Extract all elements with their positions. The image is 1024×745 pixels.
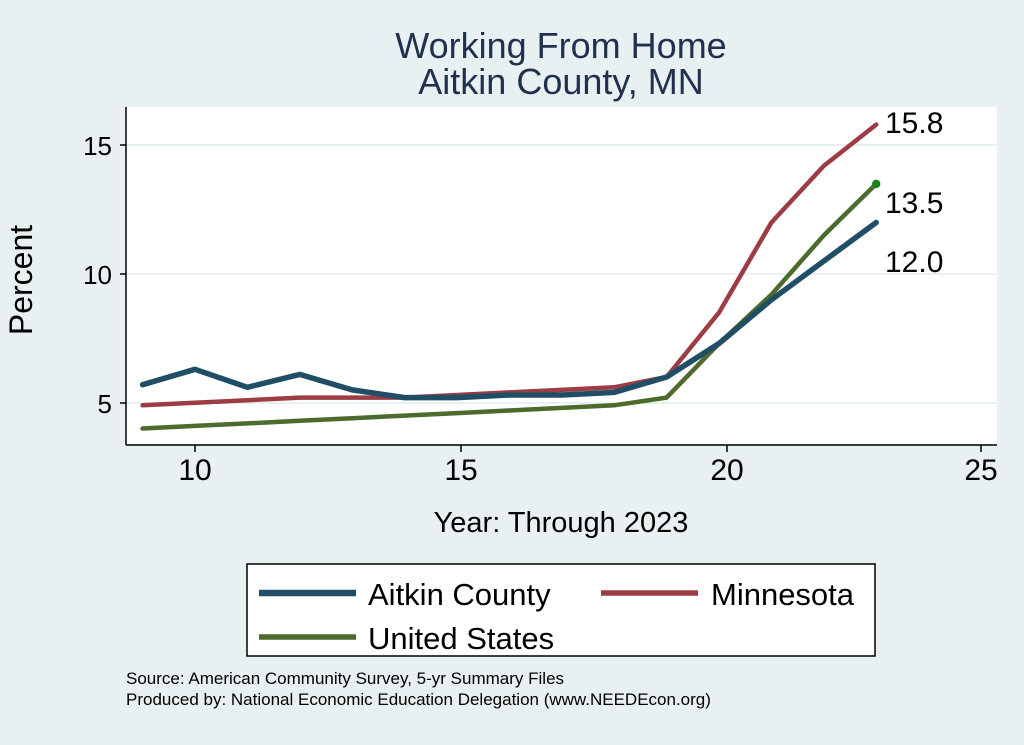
svg-text:Percent: Percent xyxy=(3,225,39,335)
svg-text:10: 10 xyxy=(83,260,112,290)
svg-text:25: 25 xyxy=(964,454,997,487)
svg-text:Produced by: National Economic: Produced by: National Economic Education… xyxy=(126,690,711,709)
svg-text:15: 15 xyxy=(83,131,112,161)
svg-text:Working From Home: Working From Home xyxy=(395,25,726,66)
svg-text:15.8: 15.8 xyxy=(885,107,943,140)
svg-text:United States: United States xyxy=(368,621,554,656)
svg-text:20: 20 xyxy=(710,454,743,487)
svg-text:Aitkin County: Aitkin County xyxy=(368,577,551,612)
svg-text:12.0: 12.0 xyxy=(885,246,943,279)
svg-text:Minnesota: Minnesota xyxy=(711,577,855,612)
svg-text:Aitkin County, MN: Aitkin County, MN xyxy=(418,61,703,102)
svg-text:10: 10 xyxy=(178,454,211,487)
svg-text:Source: American Community Sur: Source: American Community Survey, 5-yr … xyxy=(126,669,564,688)
svg-text:5: 5 xyxy=(98,389,112,419)
svg-text:15: 15 xyxy=(444,454,477,487)
svg-text:Year: Through 2023: Year: Through 2023 xyxy=(434,507,689,539)
svg-text:13.5: 13.5 xyxy=(885,187,943,220)
